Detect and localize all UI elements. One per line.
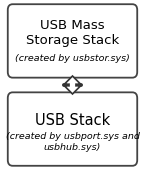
Text: USB Stack: USB Stack (35, 113, 110, 128)
Text: USB Mass
Storage Stack: USB Mass Storage Stack (26, 19, 119, 47)
Text: (created by usbport.sys and
usbhub.sys): (created by usbport.sys and usbhub.sys) (6, 132, 139, 152)
FancyBboxPatch shape (8, 4, 137, 78)
Text: (created by usbstor.sys): (created by usbstor.sys) (15, 54, 130, 63)
Polygon shape (63, 76, 82, 94)
FancyBboxPatch shape (8, 92, 137, 166)
